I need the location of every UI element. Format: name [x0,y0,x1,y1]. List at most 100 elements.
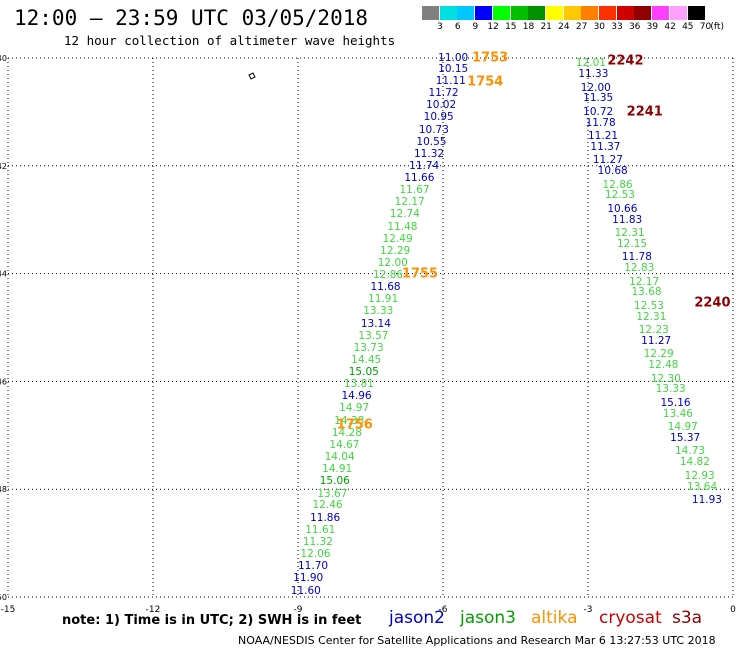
colorbar-swatch [652,6,670,20]
swh-value: 11.35 [583,92,614,105]
swh-value: 13.67 [317,487,348,500]
wave-height-colorbar: 3 6 9 12 15 18 21 24 27 30 33 36 39 42 45 70 (ft) [422,6,728,36]
swh-value: 11.68 [370,280,401,293]
swh-value: 12.00 [377,256,408,269]
swh-value: 12.53 [604,189,635,202]
units-note: note: 1) Time is in UTC; 2) SWH is in fe… [62,613,362,628]
lon-tick-label: -6 [439,605,448,615]
swh-value: 12.86 [602,178,633,191]
swh-value: 12.29 [643,348,674,361]
swh-value: 10.68 [597,164,628,177]
lon-tick-label: -12 [146,605,161,615]
lat-tick-label: -44 [0,270,7,279]
swh-value: 12.17 [394,196,425,209]
swh-value: 11.78 [585,116,616,129]
swh-value: 12.49 [382,232,413,245]
colorbar-label: 70 [699,22,712,32]
swh-value: 11.48 [387,220,418,233]
colorbar-label: 12 [487,22,499,32]
swh-value: 14.91 [322,463,353,475]
colorbar-swatch [581,6,599,20]
swh-value: 11.74 [409,159,440,172]
lat-tick-label: -42 [0,162,7,171]
swh-value: 10.66 [607,202,638,215]
colorbar-swatch [422,6,439,20]
swh-value: 15.37 [670,431,701,444]
swh-value: 12.01 [575,57,606,70]
swh-value: 11.66 [404,171,435,184]
swh-value: 13.33 [655,383,686,396]
swh-value: 15.06 [319,474,350,487]
swh-value: 12.46 [312,499,343,512]
swh-value: 10.95 [423,111,454,124]
swh-value: 13.46 [662,407,693,420]
swh-value: 12.86 [372,268,403,281]
colorbar-label: 45 [682,22,694,32]
swh-value: 13.73 [353,341,384,354]
swh-value: 11.27 [641,334,672,347]
swh-value: 11.91 [368,293,399,306]
swh-value: 15.16 [660,396,691,409]
colorbar-label: 42 [664,22,676,32]
colorbar-label: 24 [558,22,570,32]
satellite-legend-cryosat: cryosat [599,608,662,628]
colorbar-swatch [545,6,563,20]
lon-tick-label: -15 [1,605,16,615]
pass-time-label: 1755 [401,266,439,282]
swh-value: 11.32 [302,535,333,548]
swh-value: 11.90 [293,571,324,584]
swh-value: 11.67 [399,183,430,196]
colorbar-swatch [634,6,652,20]
colorbar-label: 18 [522,22,535,32]
pass-time-label: 1756 [336,417,373,433]
swh-value: 14.04 [324,450,355,463]
page-title: 12:00 – 23:59 UTC 03/05/2018 [14,6,369,30]
swh-value: 12.17 [629,275,660,288]
swh-value: 10.72 [583,105,614,118]
swh-value: 11.61 [305,523,336,536]
colorbar-swatch [457,6,475,20]
colorbar-swatch [439,6,457,20]
swh-value: 11.70 [298,560,329,573]
swh-value: 12.74 [389,208,420,221]
swh-value: 14.82 [679,456,710,468]
satellite-legend-s3a: s3a [672,608,703,628]
swh-value: 10.02 [426,99,457,112]
swh-value: 11.93 [691,493,722,506]
satellite-legend-jason2: jason2 [389,608,445,628]
swh-value: 11.60 [290,584,321,597]
swh-value: 12.00 [580,81,611,94]
colorbar-label: 36 [628,22,641,32]
swh-value: 12.31 [636,310,667,323]
swh-value: 11.83 [612,213,643,226]
swh-value: 13.81 [343,377,374,390]
colorbar-label: 33 [611,22,623,32]
swh-value: 10.55 [416,135,447,148]
lon-tick-label: -9 [294,605,303,615]
swh-value: 12.15 [617,237,648,250]
satellite-legend-altika: altika [531,608,578,628]
colorbar-swatch [599,6,616,20]
swh-value: 12.53 [633,299,664,312]
pass-time-label: 1754 [467,74,504,90]
colorbar-label: 39 [646,22,659,32]
lat-tick-label: -48 [0,485,7,494]
pass-time-label: 1753 [472,50,509,66]
swh-value: 13.68 [631,286,662,299]
swh-value: 14.28 [331,426,362,439]
swh-value: 11.27 [592,154,623,167]
satellite-legend-jason3: jason3 [460,608,516,628]
swh-value: 12.23 [638,323,669,336]
swh-value: 13.33 [363,305,394,318]
swh-value: 11.86 [310,511,341,524]
swh-value: 11.21 [588,129,619,142]
swh-value: 11.78 [621,251,652,264]
swh-value: 14.73 [675,445,706,458]
swh-value: 11.32 [414,147,445,160]
swh-value: 12.83 [624,261,655,274]
swh-value: 13.57 [358,329,389,342]
swh-value: 13.64 [687,480,718,493]
lat-tick-label: -50 [0,593,7,602]
swh-value: 11.11 [435,74,466,87]
pass-time-label: 2241 [626,104,663,120]
